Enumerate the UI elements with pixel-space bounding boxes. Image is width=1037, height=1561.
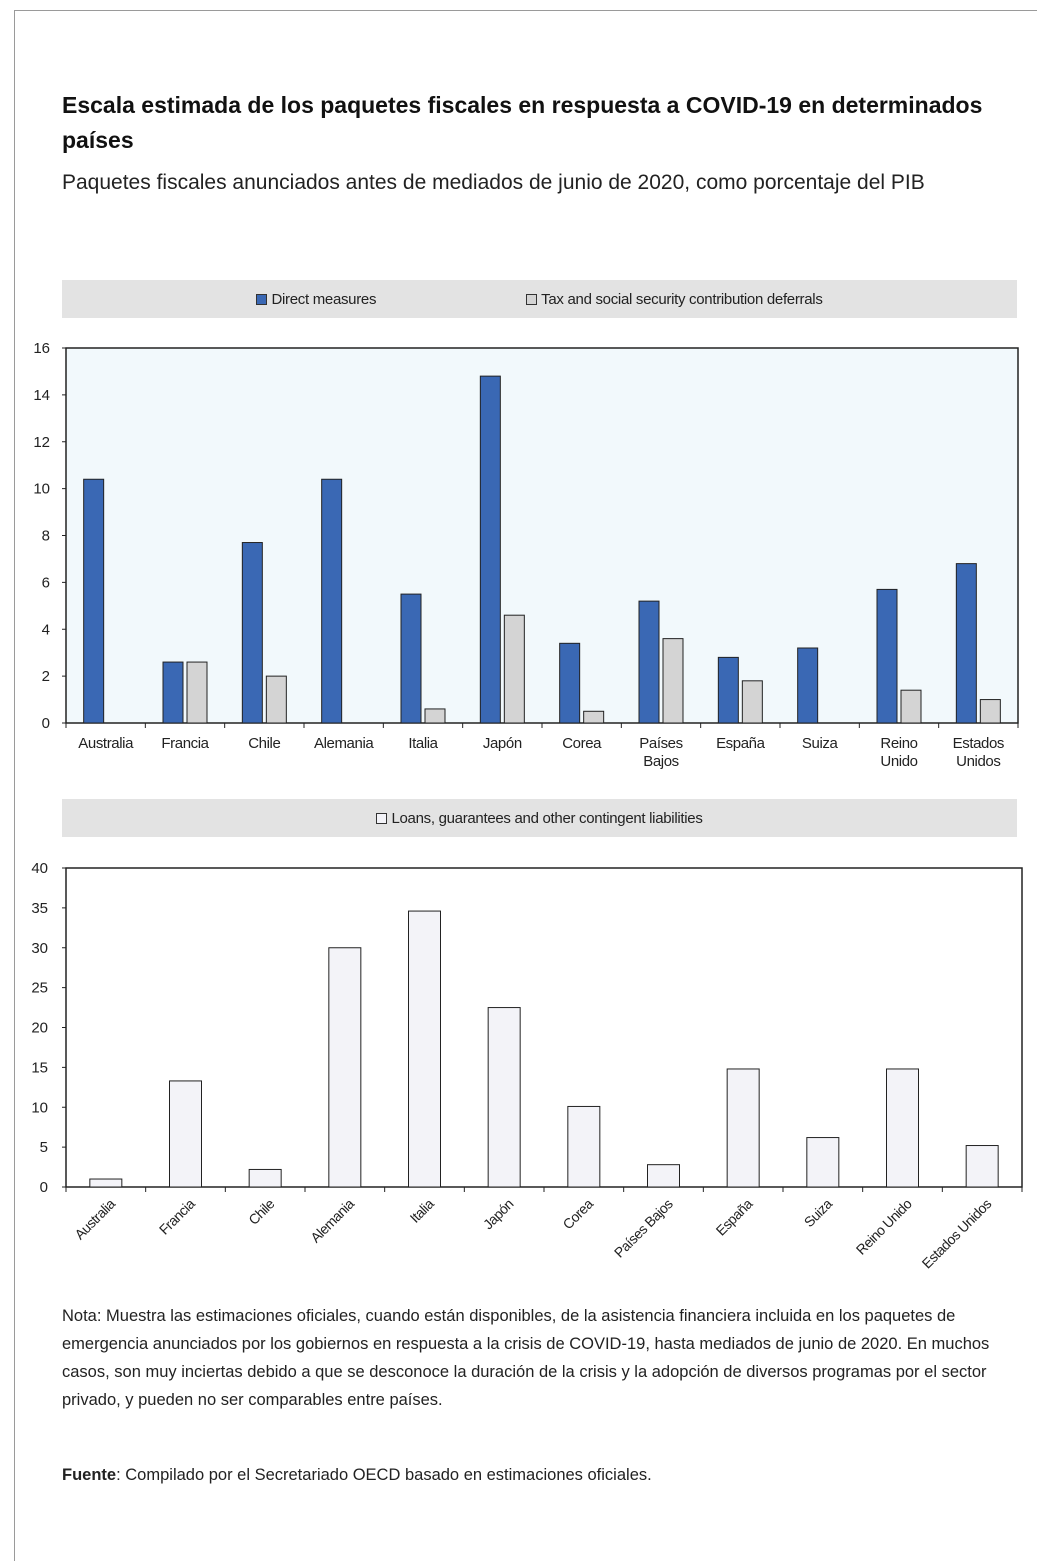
x-tick-label-2-chile: Chile bbox=[245, 1195, 278, 1228]
x-tick-label-1-francia: Francia bbox=[161, 735, 209, 752]
bar-tax-deferrals-italia bbox=[424, 708, 446, 724]
bar-tax-deferrals-francia bbox=[186, 661, 208, 724]
chart-loans-guarantees: 0 5 10 15 20 25 30 35 40 Australia Francia Chile Ale… bbox=[31, 860, 1023, 1272]
legend-item-tax: Tax and social security contribution def… bbox=[526, 290, 823, 308]
x-tick-label-2-suiza: Suiza bbox=[801, 1195, 836, 1230]
x-tick-label-1-espana: España bbox=[716, 735, 766, 752]
frame-left-border bbox=[14, 10, 15, 1561]
bar-direct-measures-paises-bajos bbox=[638, 600, 660, 724]
bar-direct-measures-australia bbox=[83, 478, 105, 724]
legend-label-direct: Direct measures bbox=[271, 290, 377, 308]
bar-loans-francia bbox=[169, 1080, 202, 1188]
page-title: Escala estimada de los paquetes fiscales… bbox=[62, 92, 983, 153]
x-tick-label-1-australia: Australia bbox=[78, 735, 134, 752]
y-tick-label-2: 15 bbox=[31, 1059, 48, 1076]
bar-loans-japon bbox=[487, 1007, 521, 1188]
legend-swatch-loans bbox=[376, 812, 388, 824]
x-tick-label-2-reino-unido: Reino Unido bbox=[853, 1195, 915, 1257]
bar-tax-deferrals-reino-unido bbox=[900, 689, 922, 724]
legend-item-direct: Direct measures bbox=[256, 291, 376, 308]
legend-swatch-tax bbox=[526, 293, 538, 305]
x-tick-label-1-chile: Chile bbox=[248, 735, 280, 752]
source-label: Fuente bbox=[62, 1466, 117, 1484]
x-tick-label-2-espana: España bbox=[713, 1195, 756, 1238]
bar-loans-italia bbox=[408, 910, 441, 1188]
bar-direct-measures-chile bbox=[241, 542, 263, 724]
frame-top-border bbox=[14, 10, 1037, 11]
bar-loans-suiza bbox=[806, 1137, 840, 1188]
legend-item-loans: Loans, guarantees and other contingent l… bbox=[376, 809, 703, 827]
y-tick-label-2: 0 bbox=[40, 1179, 48, 1196]
legend-bottom-chart: Loans, guarantees and other contingent l… bbox=[62, 799, 1017, 837]
bar-loans-estados-unidos bbox=[965, 1145, 999, 1188]
y-tick-label-1: 12 bbox=[33, 434, 50, 451]
bar-tax-deferrals-chile bbox=[265, 675, 287, 724]
y-tick-label-2: 40 bbox=[31, 860, 48, 877]
y-tick-label-1: 4 bbox=[42, 621, 50, 638]
y-tick-label-1: 0 bbox=[42, 715, 50, 732]
bar-direct-measures-japon bbox=[479, 375, 501, 724]
bar-direct-measures-alemania bbox=[321, 478, 343, 724]
x-tick-label-1-italia: Italia bbox=[408, 735, 438, 752]
x-tick-label-1-paises-bajos: Países Bajos bbox=[639, 735, 682, 770]
plot-area-2 bbox=[65, 867, 1023, 1188]
legend-top-chart: Direct measures Tax and social security … bbox=[62, 280, 1017, 318]
bar-direct-measures-suiza bbox=[797, 647, 819, 724]
x-tick-label-1-corea: Corea bbox=[562, 735, 602, 752]
bar-tax-deferrals-corea bbox=[583, 710, 605, 724]
legend-swatch-direct bbox=[256, 293, 268, 305]
x-tick-label-2-australia: Australia bbox=[71, 1195, 118, 1242]
bar-direct-measures-corea bbox=[559, 642, 581, 724]
bar-tax-deferrals-japon bbox=[503, 614, 525, 724]
x-tick-label-2-paises-bajos: Países Bajos bbox=[611, 1195, 676, 1260]
x-tick-label-1-alemania: Alemania bbox=[314, 735, 374, 752]
y-tick-label-1: 16 bbox=[33, 340, 50, 357]
chart-source: Fuente: Compilado por el Secretariado OE… bbox=[62, 1462, 1037, 1488]
bar-loans-alemania bbox=[328, 947, 362, 1188]
x-tick-label-2-japon: Japón bbox=[480, 1196, 517, 1233]
x-tick-label-2-francia: Francia bbox=[156, 1195, 198, 1237]
bar-direct-measures-italia bbox=[400, 593, 422, 724]
bar-direct-measures-estados-unidos bbox=[955, 563, 977, 724]
legend-label-tax: Tax and social security contribution def… bbox=[541, 290, 823, 308]
chart-direct-and-deferrals: 0 2 4 6 8 10 12 14 16 Australia Francia Chile Aleman… bbox=[33, 340, 1019, 770]
y-tick-label-2: 20 bbox=[31, 1020, 48, 1037]
x-tick-label-2-alemania: Alemania bbox=[307, 1195, 357, 1245]
bar-direct-measures-espana bbox=[717, 656, 739, 724]
y-tick-label-2: 25 bbox=[31, 980, 48, 997]
y-tick-label-2: 35 bbox=[31, 900, 48, 917]
plot-area-1 bbox=[65, 347, 1019, 724]
y-tick-label-2: 10 bbox=[31, 1099, 48, 1116]
x-tick-label-1-japon: Japón bbox=[483, 735, 522, 752]
bar-loans-chile bbox=[248, 1168, 282, 1188]
bar-loans-paises-bajos bbox=[647, 1164, 680, 1188]
y-tick-label-1: 2 bbox=[42, 668, 50, 685]
y-tick-label-1: 10 bbox=[33, 481, 50, 498]
y-tick-label-1: 14 bbox=[33, 387, 50, 404]
bar-loans-espana bbox=[726, 1068, 760, 1188]
y-tick-label-2: 30 bbox=[31, 940, 48, 957]
bar-loans-australia bbox=[89, 1178, 123, 1188]
x-tick-label-1-suiza: Suiza bbox=[802, 735, 839, 752]
legend-label-loans: Loans, guarantees and other contingent l… bbox=[391, 809, 703, 827]
page-subtitle: Paquetes fiscales anunciados antes de me… bbox=[62, 171, 925, 194]
x-tick-label-1-estados-unidos: Estados Unidos bbox=[953, 735, 1004, 770]
bar-direct-measures-reino-unido bbox=[876, 588, 898, 724]
bar-direct-measures-francia bbox=[162, 661, 184, 724]
x-tick-label-1-reino-unido: Reino Unido bbox=[880, 735, 917, 770]
y-tick-label-1: 6 bbox=[42, 574, 50, 591]
bar-loans-reino-unido bbox=[886, 1068, 919, 1188]
bar-tax-deferrals-estados-unidos bbox=[979, 699, 1001, 724]
bar-tax-deferrals-paises-bajos bbox=[662, 638, 684, 724]
bar-loans-corea bbox=[567, 1105, 601, 1188]
y-tick-label-2: 5 bbox=[40, 1139, 48, 1156]
y-tick-label-1: 8 bbox=[42, 528, 50, 545]
x-tick-label-2-italia: Italia bbox=[407, 1195, 438, 1226]
x-tick-label-2-estados-unidos: Estados Unidos bbox=[919, 1195, 995, 1271]
source-text: : Compilado por el Secretariado OECD bas… bbox=[116, 1466, 652, 1484]
x-tick-label-2-corea: Corea bbox=[559, 1195, 596, 1232]
bar-tax-deferrals-espana bbox=[741, 680, 763, 724]
chart-note: Nota: Muestra las estimaciones oficiales… bbox=[62, 1307, 990, 1409]
